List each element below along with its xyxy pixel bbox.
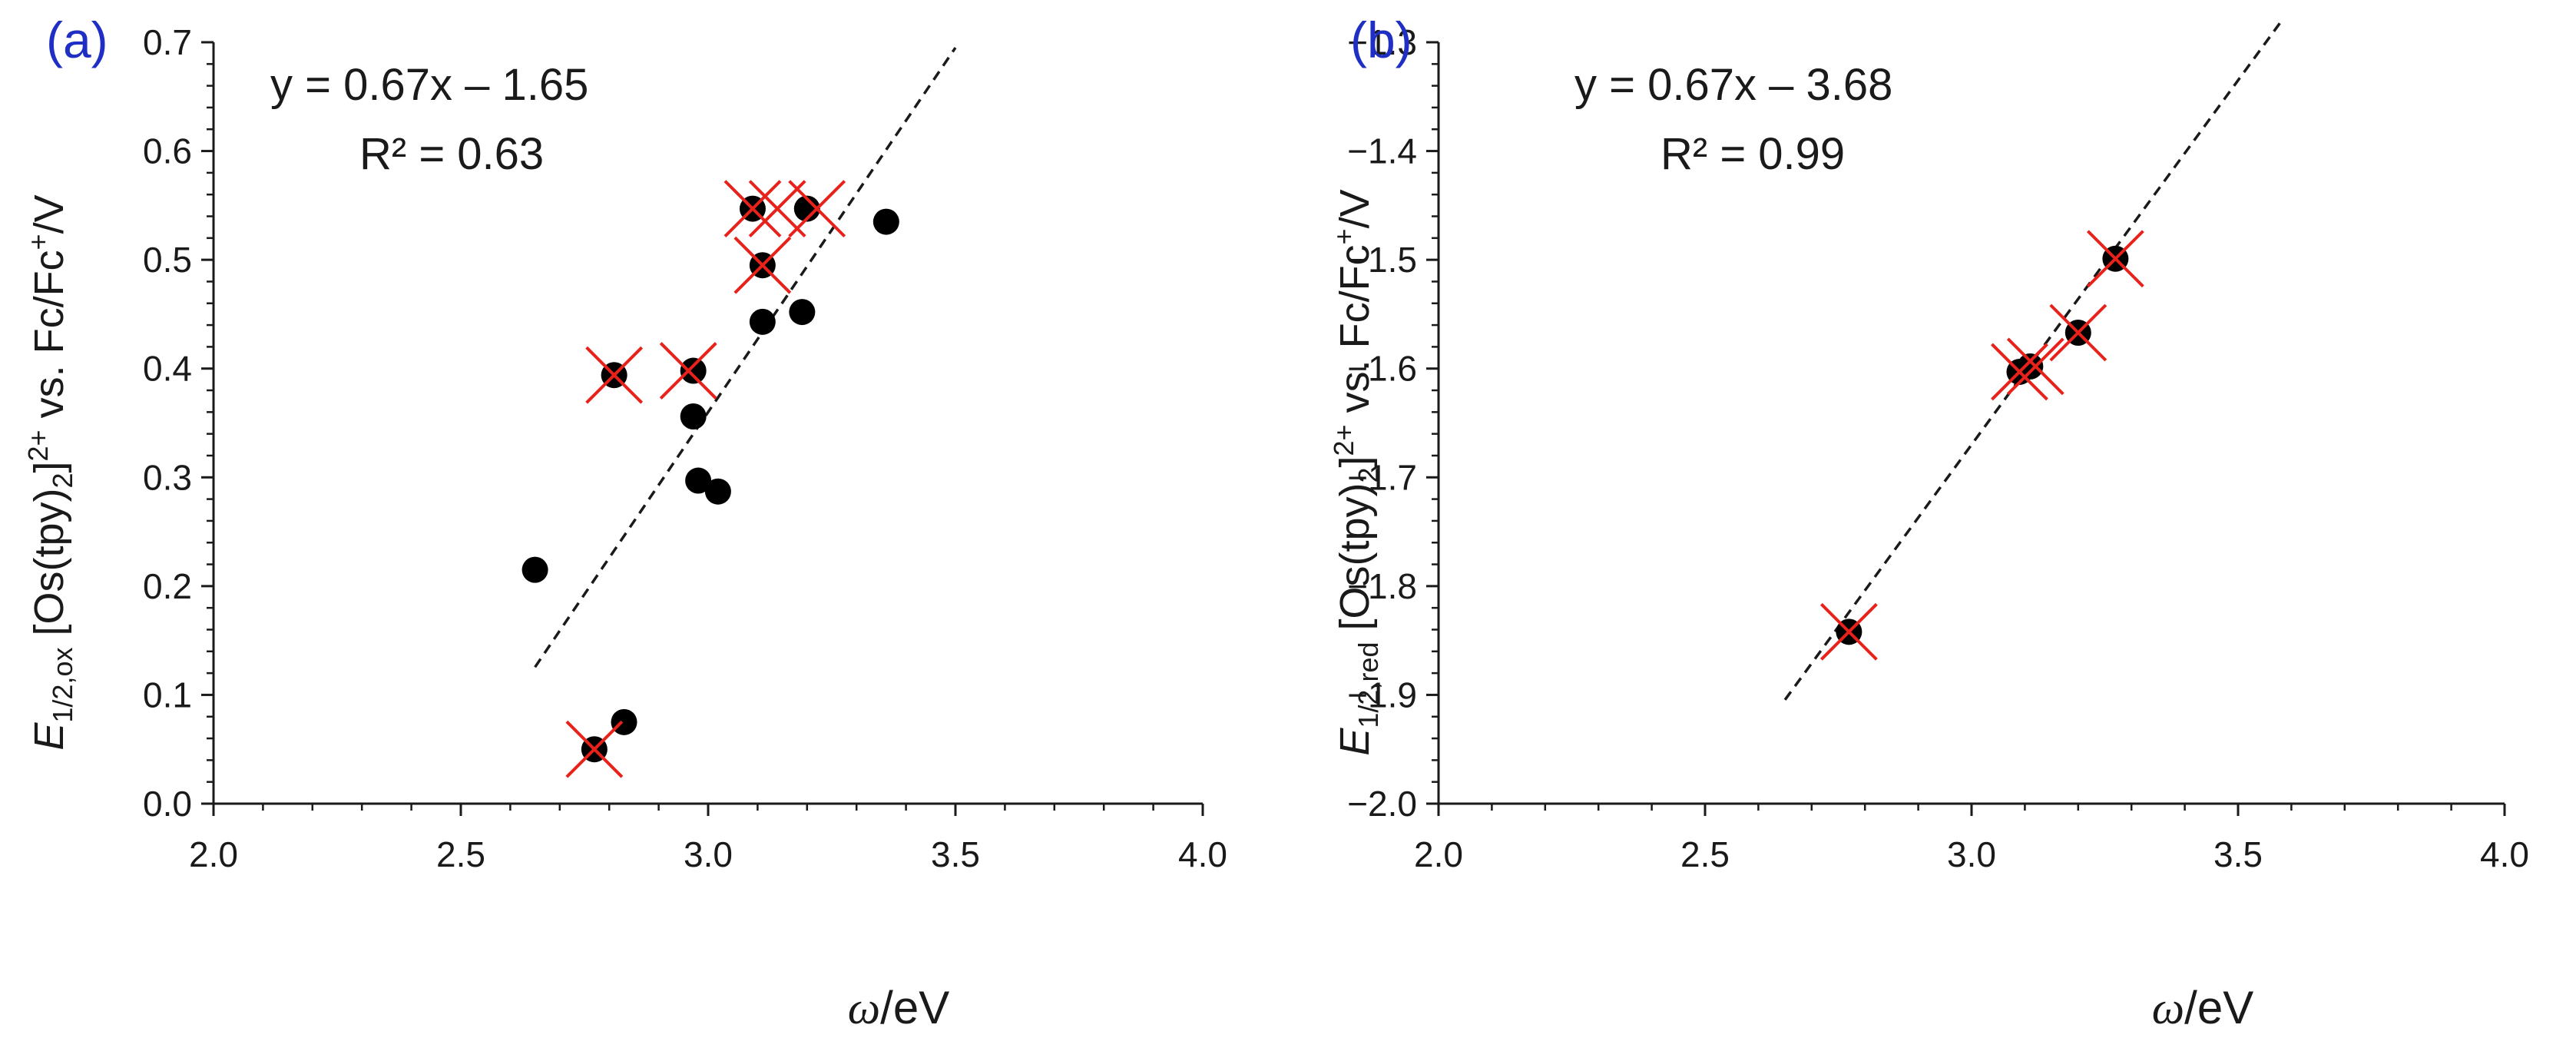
panel-b-y-tick-label: −1.4 — [1347, 131, 1417, 171]
panel-a-y-text-mid: [Os(tpy) — [26, 489, 72, 648]
panel-b-r-squared: R² = 0.99 — [1660, 129, 1845, 179]
panel-b-y-tick-label: −1.7 — [1347, 457, 1417, 497]
panel-a-x-tick-label: 3.0 — [684, 834, 733, 874]
panel-b-y-tick-label: −1.9 — [1347, 675, 1417, 715]
panel-a-cross-marker — [585, 346, 644, 404]
panel-b-y-axis-label: E1/2,red [Os(tpy)2]2+ vs. Fc/Fc+/V — [1328, 189, 1384, 755]
panel-a-x-tick-label: 4.0 — [1178, 834, 1227, 874]
panel-b-cross-marker — [1991, 343, 2048, 401]
panel-a-data-point — [704, 478, 731, 505]
panel-a-y-tick-label: 0.4 — [143, 349, 192, 389]
panel-b-y-sub-count: 2 — [1353, 467, 1384, 483]
panel-a-x-axis-symbol: ω — [848, 983, 880, 1033]
panel-a-x-axis-label: ω/eV — [848, 982, 949, 1033]
panel-a-data-point — [680, 403, 707, 430]
panel-a-cross-marker — [659, 342, 717, 400]
panel-a-x-axis-unit: /eV — [880, 982, 949, 1033]
panel-b-y-tick-label: −2.0 — [1347, 784, 1417, 824]
panel-a-y-tick-label: 0.7 — [143, 22, 192, 62]
panel-a-x-tick-label: 2.5 — [436, 834, 485, 874]
panel-b-x-axis-unit: /eV — [2184, 982, 2253, 1033]
panel-b-x-tick-label: 3.0 — [1947, 834, 1996, 874]
panel-b-axes: −2.0 −1.9 −1.8 −1.7 −1.6 −1.5 −1.4 −1.3 2.0 2.5 3.… — [1347, 22, 2529, 874]
panel-a-cross-marker — [733, 236, 792, 294]
panel-a-data-point — [872, 208, 899, 235]
panel-a-cross-marker — [723, 180, 782, 238]
panel-a-y-tick-label: 0.1 — [143, 675, 192, 715]
panel-a-y-symbol: E — [26, 722, 72, 751]
panel-a-y-sup-charge: 2+ — [22, 429, 54, 461]
panel-a-y-sub-symbol: 1/2,ox — [47, 648, 78, 723]
panel-b-cross-marker — [2006, 337, 2064, 396]
panel-a-data-point — [611, 708, 637, 735]
panel-a-data-point — [685, 467, 712, 494]
panel-b-y-tick-label: −1.6 — [1347, 349, 1417, 389]
panel-b-y-text-end: /V — [1332, 189, 1378, 228]
panel-b-y-bracket: ] — [1332, 456, 1378, 467]
panel-a-data-point — [680, 357, 707, 384]
panel-b-x-tick-label: 4.0 — [2480, 834, 2529, 874]
panel-b-y-sup-fc: + — [1328, 228, 1359, 244]
panel-a-y-bracket: ] — [26, 461, 72, 473]
panel-b-y-symbol: E — [1332, 728, 1378, 756]
panel-a: 0.00.10.20.30.40.50.60.72.0 2.5 3.0 3.5 4.0 … — [22, 12, 1227, 1033]
panel-a-y-tick-label: 0.5 — [143, 240, 192, 280]
panel-a-x-tick-label: 3.5 — [931, 834, 980, 874]
panel-a-cross-marker — [788, 180, 846, 238]
panel-a-y-axis-label: E1/2,ox [Os(tpy)2]2+ vs. Fc/Fc+/V — [22, 194, 78, 750]
panel-a-label: (a) — [46, 12, 108, 68]
panel-a-equation: y = 0.67x – 1.65 — [270, 60, 588, 110]
panel-b-x-tick-label: 2.5 — [1680, 834, 1730, 874]
panel-b-cross-marker — [2049, 303, 2107, 362]
panel-a-cross-marker — [565, 720, 624, 778]
panel-a-data-point — [749, 308, 776, 335]
panel-b-label: (b) — [1350, 12, 1412, 68]
panel-b-y-text-vs: vs. Fc/Fc — [1332, 244, 1378, 424]
panel-a-y-tick-label: 0.3 — [143, 457, 192, 497]
panel-a-y-text-vs: vs. Fc/Fc — [26, 250, 72, 429]
panel-a-fit-line — [534, 47, 957, 668]
panel-b-cross-marker — [2086, 230, 2144, 288]
panel-a-data-point — [521, 556, 548, 583]
panel-a-axes: 0.0 0.1 0.2 0.3 0.4 0.5 0.6 0.7 2.0 2.5 3.0 3.5 4.0 — [143, 22, 1227, 874]
panel-a-y-tick-label: 0.0 — [143, 784, 192, 824]
panel-a-y-sup-fc: + — [22, 234, 54, 250]
panel-a-data-point — [793, 195, 820, 222]
panel-a-data-point — [789, 299, 816, 326]
panel-a-y-tick-label: 0.6 — [143, 131, 192, 171]
panel-a-y-text-end: /V — [26, 194, 72, 234]
panel-b-y-tick-label: −1.5 — [1347, 240, 1417, 280]
panel-b-x-axis-symbol: ω — [2152, 983, 2184, 1033]
panel-b-equation: y = 0.67x – 3.68 — [1574, 60, 1892, 110]
panel-b-y-tick-label: −1.8 — [1347, 566, 1417, 606]
panel-a-r-squared: R² = 0.63 — [359, 129, 544, 179]
panel-b-y-tick-label: −1.3 — [1347, 22, 1417, 62]
panel-a-x-tick-label: 2.0 — [189, 834, 238, 874]
panel-b-y-sub-symbol: 1/2,red — [1353, 642, 1384, 728]
panel-a-y-sub-count: 2 — [47, 473, 78, 488]
panel-b-x-axis-label: ω/eV — [2152, 982, 2253, 1033]
panel-b-cross-marker — [1819, 602, 1878, 661]
panel-b: −2.0 −1.9 −1.8 −1.7 −1.6 −1.5 −1.4 −1.3 2.0 2.5 3.… — [1328, 12, 2529, 1033]
panel-a-y-tick-label: 0.2 — [143, 566, 192, 606]
panel-b-y-sup-charge: 2+ — [1328, 424, 1359, 456]
panel-b-x-tick-label: 2.0 — [1414, 834, 1463, 874]
panel-a-cross-marker — [748, 180, 806, 238]
panel-b-fit-line — [1783, 21, 2282, 701]
panel-b-y-text-mid: [Os(tpy) — [1332, 483, 1378, 642]
panel-b-x-tick-label: 3.5 — [2213, 834, 2263, 874]
